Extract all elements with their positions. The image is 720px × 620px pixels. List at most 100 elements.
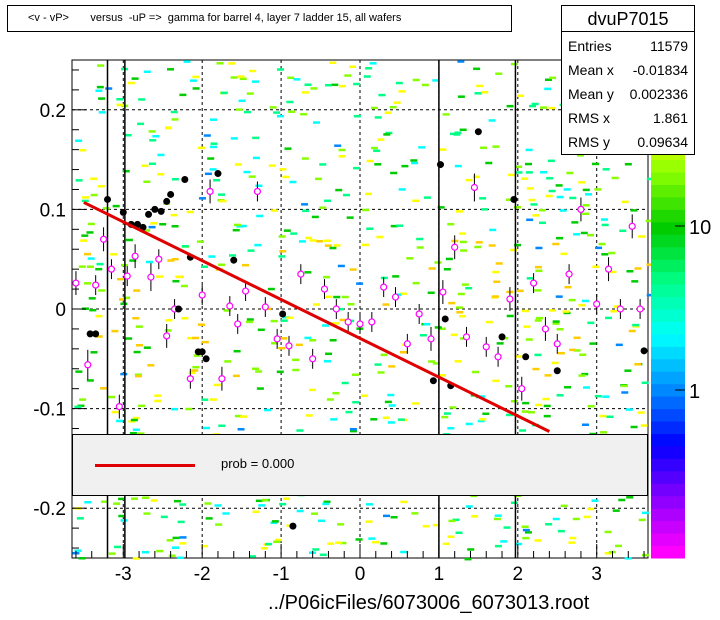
legend-label: prob = 0.000 [221, 456, 295, 471]
histogram-cell [351, 373, 359, 376]
histogram-cell [548, 106, 556, 110]
histogram-cell [197, 323, 205, 326]
color-scale-bin [651, 396, 685, 410]
histogram-cell [116, 419, 124, 423]
histogram-cell [506, 413, 514, 417]
histogram-cell [544, 78, 552, 82]
histogram-cell [624, 162, 632, 166]
x-tick-label: 2 [513, 564, 524, 585]
histogram-cell [232, 374, 240, 378]
histogram-cell [632, 325, 640, 328]
histogram-cell [298, 240, 306, 243]
color-scale-bin [651, 346, 685, 360]
histogram-cell [510, 62, 518, 66]
histogram-cell [510, 399, 518, 403]
histogram-cell [506, 104, 514, 108]
histogram-cell [465, 178, 473, 182]
histogram-cell [569, 348, 577, 352]
histogram-cell [332, 322, 340, 325]
histogram-cell [522, 536, 530, 540]
histogram-cell [365, 192, 373, 196]
histogram-cell [389, 105, 397, 109]
profile-point [206, 187, 214, 196]
histogram-cell [454, 131, 462, 134]
histogram-cell [74, 405, 82, 409]
histogram-cell [522, 528, 530, 532]
histogram-cell [427, 291, 435, 295]
histogram-cell [601, 253, 609, 256]
histogram-cell [252, 136, 260, 140]
histogram-cell [492, 379, 500, 383]
histogram-cell [141, 164, 149, 168]
histogram-cell [467, 548, 475, 551]
histogram-cell [606, 415, 614, 419]
histogram-cell [209, 398, 217, 401]
histogram-cell [457, 60, 465, 63]
histogram-cell [524, 162, 532, 166]
histogram-cell [247, 249, 255, 252]
histogram-cell [476, 84, 484, 88]
histogram-cell [119, 298, 127, 301]
histogram-cell [98, 289, 106, 292]
histogram-cell [290, 232, 298, 235]
histogram-cell [84, 252, 92, 256]
histogram-cell [428, 267, 436, 270]
histogram-cell [189, 79, 197, 82]
histogram-cell [270, 521, 278, 525]
histogram-cell [454, 360, 462, 363]
histogram-cell [309, 339, 317, 342]
histogram-cell [525, 148, 533, 152]
histogram-cell [202, 426, 210, 430]
histogram-cell [626, 270, 634, 273]
histogram-cell [363, 75, 371, 78]
stats-row-rms-y: RMS y 0.09634 [568, 130, 688, 154]
histogram-cell [288, 110, 296, 113]
histogram-cell [615, 544, 623, 548]
histogram-cell [97, 64, 105, 67]
stats-value: 0.002336 [629, 86, 688, 102]
histogram-cell [338, 148, 346, 152]
histogram-cell [310, 87, 318, 90]
histogram-cell [216, 62, 224, 65]
histogram-cell [568, 298, 576, 302]
histogram-cell [131, 497, 139, 500]
histogram-cell [268, 164, 276, 167]
profile-point [391, 293, 400, 301]
histogram-cell [625, 408, 633, 411]
histogram-cell [546, 176, 554, 180]
color-scale-bin [651, 533, 685, 547]
histogram-cell [309, 239, 317, 242]
histogram-cell [383, 133, 391, 136]
histogram-cell [492, 145, 500, 148]
histogram-cell [170, 213, 178, 217]
profile-points [72, 173, 644, 419]
histogram-cell [230, 137, 238, 140]
data-point [151, 205, 159, 213]
histogram-cell [90, 193, 98, 197]
histogram-cell [96, 85, 104, 89]
data-point [640, 347, 648, 355]
profile-point [380, 283, 388, 291]
histogram-cell [150, 499, 158, 502]
histogram-cell [185, 407, 193, 411]
histogram-cell [474, 92, 482, 95]
data-point [145, 210, 153, 218]
histogram-cell [200, 265, 208, 268]
histogram-cell [557, 529, 565, 533]
histogram-cell [422, 524, 430, 528]
histogram-cell [449, 406, 457, 409]
histogram-cell [396, 224, 404, 227]
histogram-cell [589, 342, 597, 345]
histogram-cell [496, 342, 504, 345]
histogram-cell [388, 365, 396, 368]
histogram-cell [556, 327, 564, 331]
histogram-cell [626, 496, 634, 499]
histogram-cell [270, 319, 278, 323]
histogram-cell [112, 204, 120, 208]
color-scale-bin [651, 284, 685, 298]
histogram-cell [377, 138, 385, 141]
histogram-cell [96, 262, 104, 266]
histogram-cell [154, 394, 162, 397]
histogram-cell [114, 545, 122, 549]
histogram-cell [292, 358, 300, 362]
